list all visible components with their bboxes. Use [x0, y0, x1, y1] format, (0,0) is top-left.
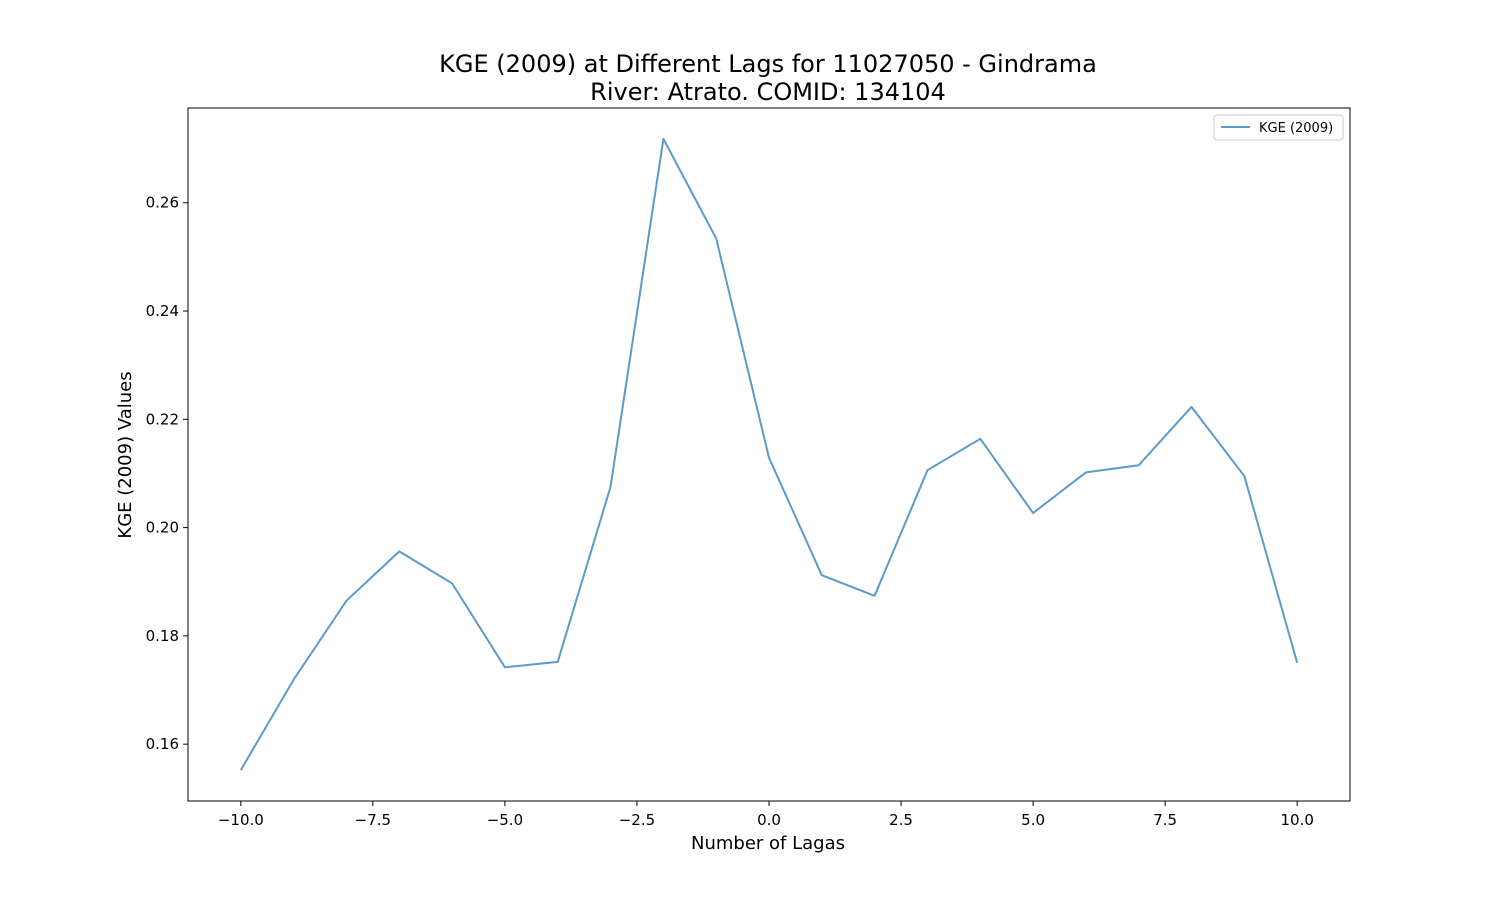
data-point: [346, 600, 348, 602]
x-axis-label: Number of Lagas: [691, 833, 845, 854]
chart-subtitle: River: Atrato. COMID: 134104: [590, 78, 946, 106]
x-tick-label: 0.0: [757, 811, 781, 829]
y-tick-label: 0.16: [146, 735, 179, 753]
data-point: [557, 661, 559, 663]
x-tick-label: 2.5: [889, 811, 913, 829]
data-point: [1085, 471, 1087, 473]
x-tick-label: −10.0: [218, 811, 264, 829]
data-point: [293, 679, 295, 681]
y-tick-label: 0.22: [146, 410, 179, 428]
y-axis-label: KGE (2009) Values: [115, 371, 136, 538]
data-point: [821, 574, 823, 576]
x-tick-label: 10.0: [1280, 811, 1313, 829]
x-tick-label: −5.0: [487, 811, 523, 829]
data-point: [768, 457, 770, 459]
data-point: [1191, 406, 1193, 408]
plot-area: [239, 137, 1299, 771]
y-tick-label: 0.18: [146, 627, 179, 645]
y-tick-label: 0.20: [146, 519, 179, 537]
data-point: [240, 769, 242, 771]
data-point: [504, 666, 506, 668]
data-point: [979, 438, 981, 440]
data-point: [1243, 475, 1245, 477]
data-point: [1138, 464, 1140, 466]
data-point: [451, 582, 453, 584]
data-point: [1032, 512, 1034, 514]
x-tick-label: −7.5: [355, 811, 391, 829]
x-tick-label: 5.0: [1021, 811, 1045, 829]
series-line-kge-2009: [239, 137, 1299, 771]
legend-label: KGE (2009): [1259, 121, 1333, 136]
y-tick-label: 0.26: [146, 194, 179, 212]
data-point: [398, 550, 400, 552]
x-tick-label: 7.5: [1153, 811, 1177, 829]
x-tick-label: −2.5: [619, 811, 655, 829]
chart-title: KGE (2009) at Different Lags for 1102705…: [439, 50, 1097, 78]
y-axis: 0.16 0.18 0.20 0.22 0.24 0.26: [146, 194, 188, 753]
data-point: [715, 238, 717, 240]
data-point: [1296, 662, 1298, 664]
legend-box: [1213, 114, 1344, 141]
y-tick-label: 0.24: [146, 302, 179, 320]
data-point: [662, 138, 664, 140]
data-point: [610, 486, 612, 488]
legend: KGE (2009): [1213, 114, 1344, 141]
data-point: [927, 469, 929, 471]
x-axis: −10.0 −7.5 −5.0 −2.5 0.0 2.5 5.0 7.5 10.0: [218, 801, 1314, 829]
data-point: [874, 595, 876, 597]
